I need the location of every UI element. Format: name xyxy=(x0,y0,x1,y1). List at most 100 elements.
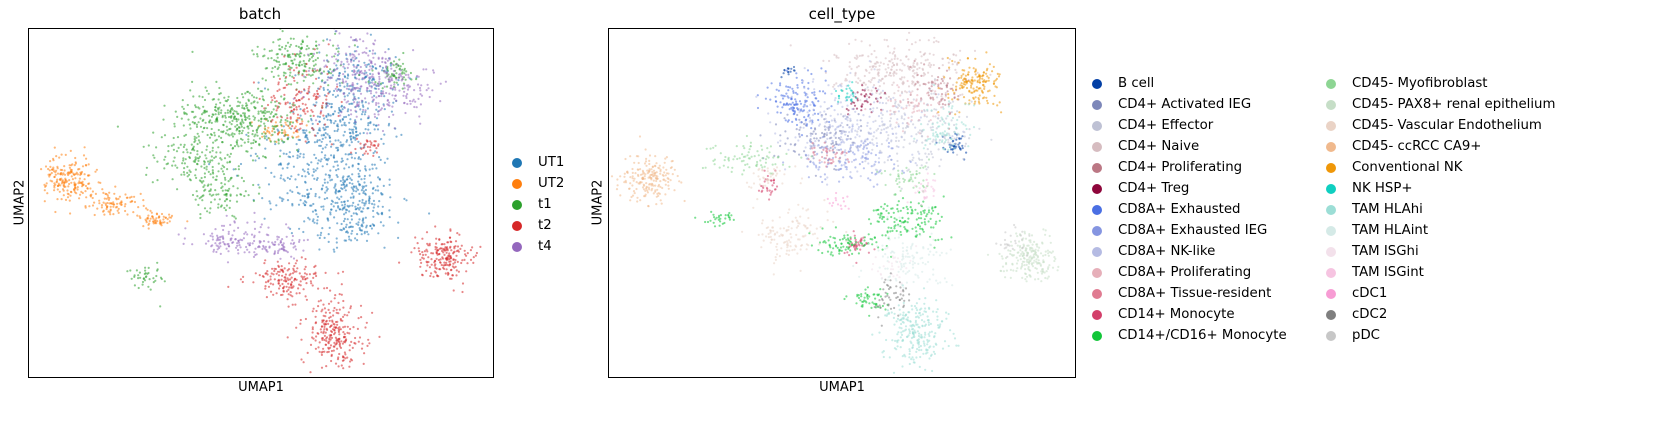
scatter-point xyxy=(449,277,452,280)
scatter-point xyxy=(282,125,285,128)
scatter-point xyxy=(338,333,341,336)
scatter-point xyxy=(787,103,790,106)
scatter-point xyxy=(333,89,336,92)
batch-legend: UT1 UT2 t1 t2 t4 xyxy=(512,152,592,262)
scatter-point xyxy=(862,114,865,117)
scatter-point xyxy=(274,113,277,116)
scatter-point xyxy=(868,71,871,74)
scatter-point xyxy=(300,256,303,259)
scatter-point xyxy=(944,122,947,125)
scatter-point xyxy=(881,217,884,220)
scatter-point xyxy=(349,36,353,39)
scatter-point xyxy=(911,90,914,93)
scatter-point xyxy=(352,86,355,90)
scatter-point xyxy=(320,71,323,74)
scatter-point xyxy=(378,84,381,87)
scatter-point xyxy=(144,272,147,275)
scatter-point xyxy=(352,189,355,192)
scatter-point xyxy=(342,143,345,146)
scatter-point xyxy=(947,138,950,141)
scatter-point xyxy=(856,147,859,150)
scatter-point xyxy=(914,126,917,129)
scatter-point xyxy=(435,251,438,255)
scatter-point xyxy=(297,173,300,176)
scatter-point xyxy=(841,131,844,134)
scatter-point xyxy=(943,82,946,85)
scatter-point xyxy=(235,246,238,249)
scatter-point xyxy=(341,118,344,121)
scatter-point xyxy=(940,93,944,96)
scatter-point xyxy=(867,162,870,165)
scatter-point xyxy=(311,52,314,55)
scatter-point xyxy=(774,132,777,135)
scatter-point xyxy=(348,238,351,241)
scatter-point xyxy=(379,158,382,161)
scatter-point xyxy=(323,81,326,84)
scatter-point xyxy=(295,108,298,111)
scatter-point xyxy=(314,192,317,196)
scatter-point xyxy=(133,284,136,287)
scatter-point xyxy=(811,142,814,145)
scatter-point xyxy=(885,131,888,134)
scatter-point xyxy=(221,131,224,134)
scatter-point xyxy=(209,188,212,191)
scatter-point xyxy=(871,92,874,95)
scatter-point xyxy=(228,187,231,190)
scatter-point xyxy=(172,148,175,151)
scatter-point xyxy=(845,107,848,111)
scatter-point xyxy=(327,92,330,95)
scatter-point xyxy=(810,122,814,125)
scatter-point xyxy=(255,131,259,134)
scatter-point xyxy=(840,85,843,88)
scatter-point xyxy=(892,96,895,99)
scatter-point xyxy=(380,82,383,85)
scatter-point xyxy=(931,207,934,210)
scatter-point xyxy=(206,133,209,137)
scatter-point xyxy=(142,225,145,228)
scatter-point xyxy=(227,232,230,235)
scatter-point xyxy=(316,122,319,126)
scatter-point xyxy=(328,311,331,314)
scatter-point xyxy=(843,163,846,166)
scatter-point xyxy=(825,126,828,129)
scatter-point xyxy=(319,160,322,163)
scatter-point xyxy=(324,311,327,314)
scatter-point xyxy=(86,187,89,190)
scatter-point xyxy=(265,67,269,70)
scatter-point xyxy=(892,50,896,53)
scatter-point xyxy=(287,55,290,59)
scatter-point xyxy=(217,108,220,111)
scatter-point xyxy=(363,152,366,155)
scatter-point xyxy=(864,108,867,111)
scatter-point xyxy=(298,90,301,93)
scatter-point xyxy=(912,65,915,68)
scatter-point xyxy=(264,79,267,82)
scatter-point xyxy=(180,117,183,120)
scatter-point xyxy=(312,272,315,275)
scatter-point xyxy=(289,71,292,74)
scatter-point xyxy=(351,346,354,349)
scatter-point xyxy=(903,64,906,67)
scatter-point xyxy=(364,97,367,100)
scatter-point xyxy=(349,221,352,224)
scatter-point xyxy=(241,118,244,121)
scatter-point xyxy=(357,221,360,224)
scatter-point xyxy=(236,248,240,252)
scatter-point xyxy=(224,116,227,119)
scatter-point xyxy=(309,52,312,56)
scatter-point xyxy=(375,167,378,170)
scatter-point xyxy=(263,107,266,110)
scatter-point xyxy=(353,97,356,100)
scatter-point xyxy=(327,302,331,305)
scatter-point xyxy=(770,191,773,194)
scatter-point xyxy=(844,149,847,152)
scatter-point xyxy=(338,52,341,55)
scatter-point xyxy=(290,66,293,69)
scatter-point xyxy=(353,341,356,345)
scatter-point xyxy=(307,47,310,50)
scatter-point xyxy=(894,55,897,58)
scatter-point xyxy=(845,166,848,169)
scatter-point xyxy=(386,157,389,160)
scatter-point xyxy=(118,195,121,198)
scatter-point xyxy=(306,188,309,191)
